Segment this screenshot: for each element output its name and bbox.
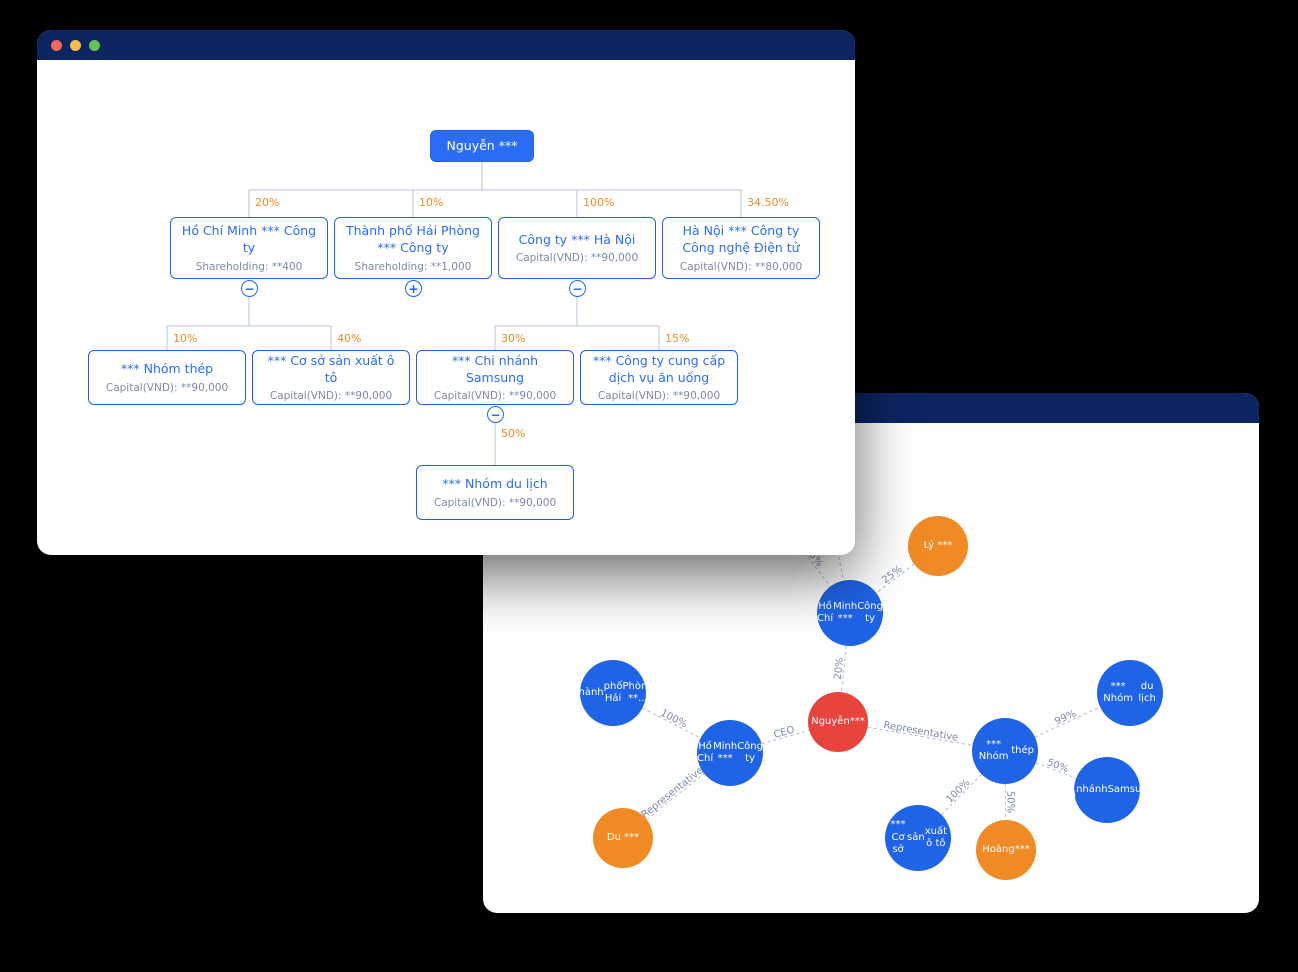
- net-node-n_root[interactable]: Nguyễn***: [808, 692, 868, 752]
- net-node-n_oto[interactable]: *** Cơ sởsảnxuất ô tô: [885, 805, 951, 871]
- tree-node-title: *** Nhóm thép: [121, 361, 213, 378]
- svg-text:50%: 50%: [1004, 791, 1015, 813]
- tree-node-title: Nguyễn ***: [447, 138, 518, 155]
- tree-edge-pct: 20%: [255, 196, 279, 209]
- tree-node[interactable]: Thành phố Hải Phòng *** Công ty Sharehold…: [334, 217, 492, 279]
- net-node-n_du[interactable]: Du ***: [593, 808, 653, 868]
- svg-text:Representative: Representative: [883, 720, 959, 744]
- svg-text:CEO: CEO: [773, 725, 797, 741]
- tree-node[interactable]: *** Cơ sở sản xuất ô tô Capital(VND): **9…: [252, 350, 410, 405]
- tree-toggle-minus[interactable]: −: [487, 406, 504, 423]
- net-node-n_hoang[interactable]: Hoàng***: [976, 820, 1036, 880]
- tree-edge-pct: 15%: [665, 332, 689, 345]
- tree-edge-pct: 30%: [501, 332, 525, 345]
- svg-text:100%: 100%: [944, 777, 972, 805]
- tree-edge-pct: 34.50%: [747, 196, 789, 209]
- tree-toggle-minus[interactable]: −: [241, 280, 258, 297]
- net-node-n_hp[interactable]: Thànhphố HảiPhòng **…: [580, 660, 646, 726]
- tree-edge-pct: 10%: [419, 196, 443, 209]
- net-node-n_sam[interactable]: *** ChinhánhSamsung: [1074, 757, 1140, 823]
- tree-node-sub: Capital(VND): **90,000: [434, 497, 556, 509]
- stage: 20% 25% 20% 100% Representative CEO Representa…: [0, 0, 1298, 972]
- tree-node-title: Thành phố Hải Phòng *** Công ty: [343, 223, 483, 257]
- tree-node-title: Hồ Chí Minh *** Công ty: [179, 223, 319, 257]
- net-node-n_thep[interactable]: *** Nhómthép: [972, 718, 1038, 784]
- tree-window-titlebar: [37, 30, 855, 60]
- tree-node-title: Công ty *** Hà Nội: [519, 232, 636, 249]
- net-node-n_hcm2[interactable]: Hồ ChíMinh ***Công ty: [697, 720, 763, 786]
- tree-node-title: *** Công ty cung cấp dịch vụ ăn uống: [589, 353, 729, 387]
- net-node-n_ly[interactable]: Lý ***: [908, 516, 968, 576]
- tree-node[interactable]: Công ty *** Hà Nội Capital(VND): **90,000: [498, 217, 656, 279]
- tree-node[interactable]: Hà Nội *** Công ty Công nghệ Điện tử Capi…: [662, 217, 820, 279]
- tree-node-title: *** Chi nhánh Samsung: [425, 353, 565, 387]
- min-dot[interactable]: [70, 40, 81, 51]
- tree-node-sub: Capital(VND): **90,000: [106, 382, 228, 394]
- svg-text:100%: 100%: [658, 708, 688, 731]
- tree-window: Nguyễn *** 20% Hồ Chí Minh *** Công ty Shar…: [37, 30, 855, 555]
- tree-toggle-minus[interactable]: −: [569, 280, 586, 297]
- tree-node-sub: Capital(VND): **80,000: [680, 261, 802, 273]
- tree-node[interactable]: *** Nhóm thép Capital(VND): **90,000: [88, 350, 246, 405]
- svg-text:50%: 50%: [1045, 757, 1070, 775]
- tree-node-sub: Capital(VND): **90,000: [270, 390, 392, 402]
- svg-text:99%: 99%: [1053, 708, 1078, 727]
- tree-node[interactable]: *** Chi nhánh Samsung Capital(VND): **90,…: [416, 350, 574, 405]
- tree-edge-pct: 10%: [173, 332, 197, 345]
- tree-edge-pct: 100%: [583, 196, 614, 209]
- svg-text:Representative: Representative: [640, 765, 706, 821]
- tree-edge-pct: 40%: [337, 332, 361, 345]
- tree-node-sub: Shareholding: **1,000: [355, 261, 472, 273]
- close-dot[interactable]: [51, 40, 62, 51]
- tree-node-title: *** Cơ sở sản xuất ô tô: [261, 353, 401, 387]
- tree-node[interactable]: Nguyễn ***: [430, 130, 534, 162]
- tree-node-sub: Shareholding: **400: [196, 261, 303, 273]
- tree-node-sub: Capital(VND): **90,000: [516, 252, 638, 264]
- net-node-n_travel[interactable]: *** Nhómdu lịch: [1097, 660, 1163, 726]
- tree-node[interactable]: Hồ Chí Minh *** Công ty Shareholding: **4…: [170, 217, 328, 279]
- tree-edge-pct: 50%: [501, 427, 525, 440]
- max-dot[interactable]: [89, 40, 100, 51]
- tree-node-title: *** Nhóm du lịch: [442, 476, 547, 493]
- tree-node[interactable]: *** Nhóm du lịch Capital(VND): **90,000: [416, 465, 574, 520]
- tree-node[interactable]: *** Công ty cung cấp dịch vụ ăn uống Capi…: [580, 350, 738, 405]
- svg-text:20%: 20%: [833, 657, 846, 680]
- tree-node-title: Hà Nội *** Công ty Công nghệ Điện tử: [671, 223, 811, 257]
- tree-node-sub: Capital(VND): **90,000: [434, 390, 556, 402]
- tree-node-sub: Capital(VND): **90,000: [598, 390, 720, 402]
- tree-toggle-plus[interactable]: +: [405, 280, 422, 297]
- svg-text:25%: 25%: [880, 564, 904, 586]
- net-node-n_hcm1[interactable]: Hồ ChíMinh ***Công ty: [817, 580, 883, 646]
